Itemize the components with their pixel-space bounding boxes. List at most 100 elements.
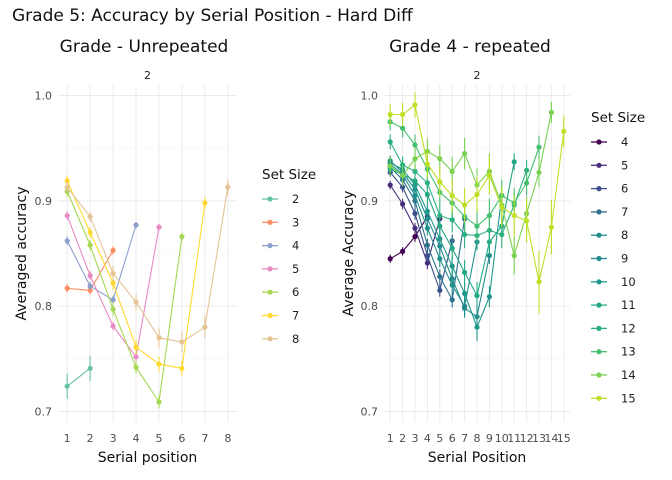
data-point	[474, 324, 480, 330]
data-point	[511, 253, 517, 259]
data-point	[424, 242, 430, 248]
legend-entry-label: 10	[621, 275, 636, 289]
figure-title: Grade 5: Accuracy by Serial Position - H…	[12, 6, 414, 26]
series-8	[64, 179, 231, 353]
data-point	[400, 201, 406, 207]
y-tick-label: 0.8	[35, 300, 53, 313]
data-point	[387, 111, 393, 118]
x-tick-label: 12	[520, 432, 534, 445]
y-tick-label: 0.7	[361, 405, 379, 418]
data-point	[437, 256, 443, 262]
data-point	[511, 212, 517, 219]
x-tick-label: 10	[495, 432, 509, 445]
x-tick-label: 15	[557, 432, 571, 445]
legend-key-point	[596, 279, 602, 285]
data-point	[449, 263, 455, 269]
series-7	[64, 175, 208, 376]
series-15	[387, 92, 567, 314]
x-tick-label: 2	[399, 432, 406, 445]
data-point	[202, 324, 208, 330]
data-point	[110, 270, 116, 277]
data-point	[179, 234, 185, 240]
legend-entry-label: 3	[292, 215, 299, 229]
x-tick-label: 5	[155, 432, 162, 445]
legend-entry-label: 12	[621, 321, 636, 335]
data-point	[400, 111, 406, 118]
data-point	[449, 168, 455, 174]
data-point	[424, 161, 430, 167]
x-tick-label: 9	[486, 432, 493, 445]
data-point	[412, 102, 418, 108]
y-axis-title: Average Accuracy	[341, 191, 357, 317]
data-point	[462, 269, 468, 276]
data-point	[64, 178, 70, 184]
x-tick-label: 4	[424, 432, 431, 445]
legend-entry-label: 5	[292, 262, 299, 276]
data-point	[400, 125, 406, 131]
x-tick-label: 2	[87, 432, 94, 445]
x-tick-label: 8	[224, 432, 231, 445]
data-point	[548, 109, 555, 115]
data-point	[499, 204, 505, 210]
data-point	[133, 344, 139, 350]
data-point	[133, 354, 139, 360]
data-point	[387, 139, 393, 145]
data-point	[474, 223, 480, 229]
y-tick-label: 0.7	[35, 405, 53, 418]
data-point	[437, 274, 443, 280]
legend-key-point	[596, 139, 602, 145]
data-point	[412, 225, 418, 231]
data-point	[133, 299, 139, 305]
data-point	[486, 294, 492, 300]
y-tick-label: 0.9	[361, 195, 379, 208]
series-14	[387, 101, 555, 275]
data-point	[437, 212, 443, 219]
legend-entry-label: 5	[621, 158, 628, 172]
data-point	[412, 210, 418, 217]
y-tick-label: 0.9	[35, 195, 53, 208]
legend-title: Set Size	[262, 167, 316, 183]
legend-entry-label: 2	[292, 192, 299, 206]
data-point	[424, 225, 430, 231]
data-point	[548, 224, 555, 230]
x-tick-label: 7	[201, 432, 208, 445]
gridlines	[58, 85, 237, 422]
legend-entry-label: 8	[621, 228, 628, 242]
legend-key-point	[596, 325, 602, 331]
data-point	[474, 191, 480, 198]
legend-key-point	[596, 349, 602, 355]
data-point	[64, 285, 70, 291]
legend-entry-label: 15	[621, 391, 636, 405]
data-point	[412, 168, 418, 174]
data-point	[437, 156, 443, 162]
x-tick-label: 4	[133, 432, 140, 445]
data-point	[156, 335, 162, 341]
legend-key-point	[596, 186, 602, 192]
data-point	[437, 179, 443, 185]
data-point	[110, 280, 116, 286]
data-point	[462, 305, 468, 311]
legend: Set Size 2 3 4 5 6 7 8	[262, 167, 316, 346]
data-point	[400, 184, 406, 190]
data-point	[110, 323, 116, 329]
data-point	[536, 279, 542, 285]
data-point	[156, 224, 162, 230]
y-tick-label: 1.0	[361, 90, 379, 103]
data-point	[449, 245, 455, 251]
data-point	[387, 163, 393, 169]
legend-key-point	[596, 372, 602, 378]
x-axis-title: Serial position	[98, 450, 198, 466]
data-point	[387, 256, 393, 262]
data-point	[524, 180, 530, 186]
data-point	[87, 229, 93, 236]
legend-key-point	[596, 162, 602, 168]
legend-key-point	[267, 266, 273, 272]
data-point	[225, 184, 231, 190]
data-point	[64, 383, 70, 389]
data-point	[412, 156, 418, 162]
data-point	[462, 150, 468, 157]
legend-key-point	[596, 395, 602, 401]
legend-title: Set Size	[591, 110, 645, 126]
